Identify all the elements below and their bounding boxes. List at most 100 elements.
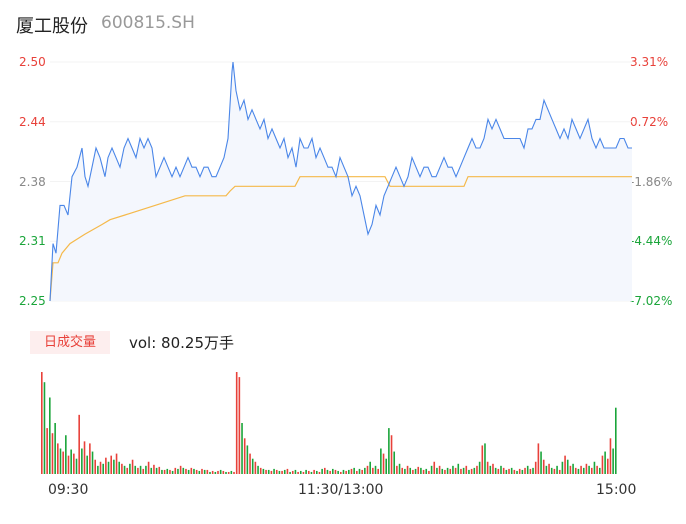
volume-bar [489,465,492,474]
volume-bar [473,467,476,474]
volume-bar [558,469,561,474]
volume-bar [145,465,147,474]
volume-bar [57,443,59,474]
volume-bar [542,459,545,474]
volume-bar [203,469,206,474]
volume-bar [545,465,548,474]
volume-bar [615,407,617,474]
volume-bar [219,469,222,474]
volume-bar [564,455,566,474]
volume-bar [62,451,64,474]
volume-bar [324,467,326,474]
volume-bar [238,377,241,474]
volume-bar [417,466,420,474]
volume-bar [182,467,185,474]
volume-bar [398,463,401,474]
volume-bar [609,438,612,474]
volume-bar [153,464,155,474]
volume-bar [267,469,270,474]
volume-bar [478,461,481,474]
volume-bar [281,470,283,474]
volume-bars [41,372,617,474]
volume-bar [550,467,553,474]
volume-bar [588,465,590,474]
volume-bar [508,468,510,474]
volume-bar [494,467,497,474]
volume-bar [396,465,398,474]
volume-bar [590,467,593,474]
pct-tick-label: -7.02% [630,294,673,308]
volume-bar [313,469,315,474]
volume-bar [235,372,238,474]
volume-bar [574,467,577,474]
volume-bar [190,467,193,474]
price-tick-label: 2.44 [19,114,46,129]
volume-bar [155,467,158,474]
volume-bar [91,451,94,474]
volume-bar [390,435,393,474]
volume-bar [348,469,350,474]
volume-bar [486,461,489,474]
volume-bar [113,459,115,474]
volume-bar [206,469,209,474]
volume-bar [307,470,310,474]
volume-bar [444,469,446,474]
volume-bar [163,469,166,474]
volume-bar [350,468,353,474]
volume-bar [534,461,537,474]
volume-badge[interactable]: 日成交量 [30,331,110,354]
volume-bar [227,471,230,474]
price-tick-label: 2.25 [19,294,46,308]
volume-bar [433,461,436,474]
pct-tick-label: -4.44% [630,234,673,249]
volume-bar [561,461,564,474]
volume-value: vol: 80.25万手 [129,334,234,352]
volume-bar [214,471,217,474]
volume-bar [177,468,179,474]
volume-bar [556,465,558,474]
volume-bar [107,461,110,474]
volume-bar [454,467,457,474]
volume-bar [497,468,500,474]
volume-bar [131,459,134,474]
volume-bar [414,468,417,474]
volume-bar [43,382,46,474]
volume-bar [420,467,422,474]
volume-bar [484,443,486,474]
time-label-mid: 11:30/13:00 [298,482,384,498]
volume-bar [430,465,433,474]
volume-bar [166,468,169,474]
volume-bar [254,461,257,474]
volume-bar [209,471,211,474]
volume-bar [302,471,305,474]
average-price-line [49,176,632,302]
volume-bar [126,467,129,474]
volume-bar [201,468,203,474]
volume-bar [179,465,182,474]
volume-bar [137,467,139,474]
volume-bar [297,471,299,474]
volume-bar [262,468,265,474]
volume-bar [340,471,342,474]
volume-bar [233,471,235,474]
volume-bar [526,465,529,474]
volume-bar [364,467,366,474]
volume-bar [377,468,379,474]
volume-bar [388,428,390,474]
volume-bar [142,468,145,474]
volume-bar [273,468,275,474]
volume-bar [275,469,278,474]
volume-bar [70,449,72,474]
volume-bar [409,467,412,474]
volume-bar [99,461,102,474]
price-area-fill [50,62,632,301]
volume-bar [54,423,56,474]
volume-bar [294,469,297,474]
volume-bar [457,463,460,474]
volume-bar [510,467,513,474]
volume-bar [337,470,339,474]
volume-bar [406,465,409,474]
volume-bar [366,465,369,474]
volume-bar [401,467,404,474]
